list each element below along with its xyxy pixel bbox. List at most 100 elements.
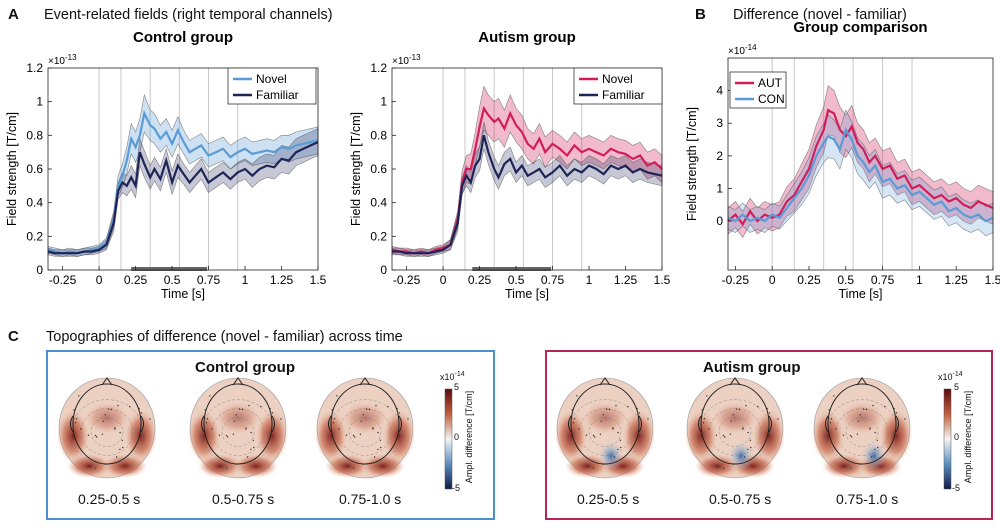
y-tick-label: 1 bbox=[380, 95, 387, 109]
panel-c-letter: C bbox=[8, 328, 19, 345]
colorbar-right-label: Ampl. difference [T/cm] bbox=[963, 390, 973, 484]
colorbar-right-tick-mid: 0 bbox=[954, 432, 960, 442]
x-tick-label: 1.25 bbox=[945, 273, 969, 287]
legend-label: AUT bbox=[758, 76, 783, 90]
legend-label: Novel bbox=[256, 72, 287, 86]
x-tick-label: 0.5 bbox=[508, 273, 525, 287]
x-tick-label: -0.25 bbox=[722, 273, 750, 287]
panel-a-title: Event-related fields (right temporal cha… bbox=[44, 7, 333, 23]
x-tick-label: 1 bbox=[916, 273, 923, 287]
panel-a-letter: A bbox=[8, 6, 19, 23]
x-axis-label: Time [s] bbox=[839, 287, 883, 301]
series-line-con bbox=[727, 127, 994, 223]
colorbar-left-tick-mid: 0 bbox=[454, 432, 460, 442]
axis-exponent-power: -13 bbox=[409, 53, 421, 62]
axes-box bbox=[727, 57, 994, 271]
legend-box bbox=[729, 71, 787, 109]
y-tick-label: 0.2 bbox=[370, 229, 387, 243]
control-window-1: 0.25-0.5 s bbox=[78, 491, 141, 507]
control-window-3: 0.75-1.0 s bbox=[339, 491, 402, 507]
x-tick-label: 0.5 bbox=[164, 273, 181, 287]
legend-label: CON bbox=[758, 92, 785, 106]
x-tick-label: 0.25 bbox=[124, 273, 148, 287]
control-topo-box bbox=[46, 350, 495, 520]
x-tick-label: 1 bbox=[242, 273, 249, 287]
series-line-novel bbox=[391, 105, 663, 255]
control-window-2: 0.5-0.75 s bbox=[212, 491, 275, 507]
chart-title: Group comparison bbox=[793, 19, 927, 36]
y-tick-label: 2 bbox=[716, 149, 723, 163]
legend-box bbox=[573, 67, 663, 105]
series-line-familiar bbox=[47, 141, 319, 255]
panel-b-letter: B bbox=[695, 6, 706, 23]
colorbar-right-tick-bot: -5 bbox=[952, 483, 961, 493]
x-tick-label: 1.25 bbox=[270, 273, 294, 287]
x-tick-label: -0.25 bbox=[393, 273, 421, 287]
x-tick-label: 0.75 bbox=[197, 273, 221, 287]
axis-exponent: ×10-14 bbox=[728, 43, 757, 57]
x-axis-label: Time [s] bbox=[505, 287, 549, 301]
y-tick-label: 3 bbox=[716, 116, 723, 130]
y-axis-label: Field strength [T/cm] bbox=[685, 107, 699, 221]
y-tick-label: 0.8 bbox=[370, 128, 387, 142]
autism-window-2: 0.5-0.75 s bbox=[709, 491, 772, 507]
axis-exponent-power: -13 bbox=[65, 53, 77, 62]
y-tick-label: 0.4 bbox=[370, 196, 387, 210]
x-tick-label: 1 bbox=[586, 273, 593, 287]
legend-label: Novel bbox=[602, 72, 633, 86]
colorbar-left-exp: x10-14 bbox=[440, 371, 465, 382]
axis-exponent: ×10-13 bbox=[48, 53, 77, 67]
x-tick-label: 1.5 bbox=[985, 273, 1000, 287]
x-tick-label: 0 bbox=[769, 273, 776, 287]
y-tick-label: 4 bbox=[716, 84, 723, 98]
autism-window-1: 0.25-0.5 s bbox=[577, 491, 640, 507]
y-tick-label: 0.2 bbox=[26, 229, 43, 243]
chart-title: Autism group bbox=[478, 29, 576, 46]
legend-label: Familiar bbox=[256, 88, 299, 102]
series-line-novel bbox=[47, 110, 319, 255]
colorbar-left-tick-bot: -5 bbox=[452, 483, 461, 493]
x-tick-label: 0.25 bbox=[468, 273, 492, 287]
chart-control: Control group -0.25 0 0.25 0.5 0.75 1 1.25 1.5 0 0… bbox=[5, 29, 327, 301]
chart-title: Control group bbox=[133, 29, 233, 46]
line-charts: Control group -0.25 0 0.25 0.5 0.75 1 1.25 1.5 0 0… bbox=[5, 19, 1000, 301]
autism-window-3: 0.75-1.0 s bbox=[836, 491, 899, 507]
y-tick-label: 0.4 bbox=[26, 196, 43, 210]
x-tick-label: 0.5 bbox=[837, 273, 854, 287]
panel-b-title: Difference (novel - familiar) bbox=[733, 7, 907, 23]
colorbar-right-tick-top: 5 bbox=[954, 382, 960, 392]
colorbar-left-label: Ampl. difference [T/cm] bbox=[464, 390, 474, 484]
y-axis-label: Field strength [T/cm] bbox=[349, 112, 363, 226]
y-tick-label: 0 bbox=[380, 263, 387, 277]
x-tick-label: 1.25 bbox=[614, 273, 638, 287]
x-tick-label: 1.5 bbox=[654, 273, 671, 287]
y-tick-label: 1 bbox=[36, 95, 43, 109]
legend-label: Familiar bbox=[602, 88, 645, 102]
x-tick-label: 0 bbox=[440, 273, 447, 287]
chart-comparison: Group comparison -0.25 0 0.25 0.5 0.75 1 1.25 1.… bbox=[685, 19, 1000, 301]
y-tick-label: 0.6 bbox=[26, 162, 43, 176]
x-tick-label: 1.5 bbox=[310, 273, 327, 287]
series-line-familiar bbox=[392, 135, 663, 255]
x-tick-label: 0 bbox=[96, 273, 103, 287]
legend-box bbox=[227, 67, 317, 105]
y-tick-label: 1.2 bbox=[26, 61, 43, 75]
x-tick-label: 0.75 bbox=[871, 273, 895, 287]
y-tick-label: 0.6 bbox=[370, 162, 387, 176]
y-tick-label: 0.8 bbox=[26, 128, 43, 142]
control-topo-title: Control group bbox=[195, 359, 295, 376]
chart-autism: Autism group -0.25 0 0.25 0.5 0.75 1 1.25 1.5 0 0.… bbox=[349, 29, 671, 301]
axis-exponent-power: -14 bbox=[745, 43, 757, 52]
x-tick-label: 0.25 bbox=[797, 273, 821, 287]
x-axis-label: Time [s] bbox=[161, 287, 205, 301]
autism-topo-box bbox=[545, 350, 993, 520]
y-tick-label: 0 bbox=[716, 214, 723, 228]
y-tick-label: 1.2 bbox=[370, 61, 387, 75]
panel-c-title: Topographies of difference (novel - fami… bbox=[46, 329, 403, 345]
y-tick-label: 0 bbox=[36, 263, 43, 277]
colorbar-left-tick-top: 5 bbox=[454, 382, 460, 392]
y-tick-label: 1 bbox=[716, 181, 723, 195]
autism-topo-title: Autism group bbox=[703, 359, 801, 376]
y-axis-label: Field strength [T/cm] bbox=[5, 112, 19, 226]
axis-exponent: ×10-13 bbox=[392, 53, 421, 67]
